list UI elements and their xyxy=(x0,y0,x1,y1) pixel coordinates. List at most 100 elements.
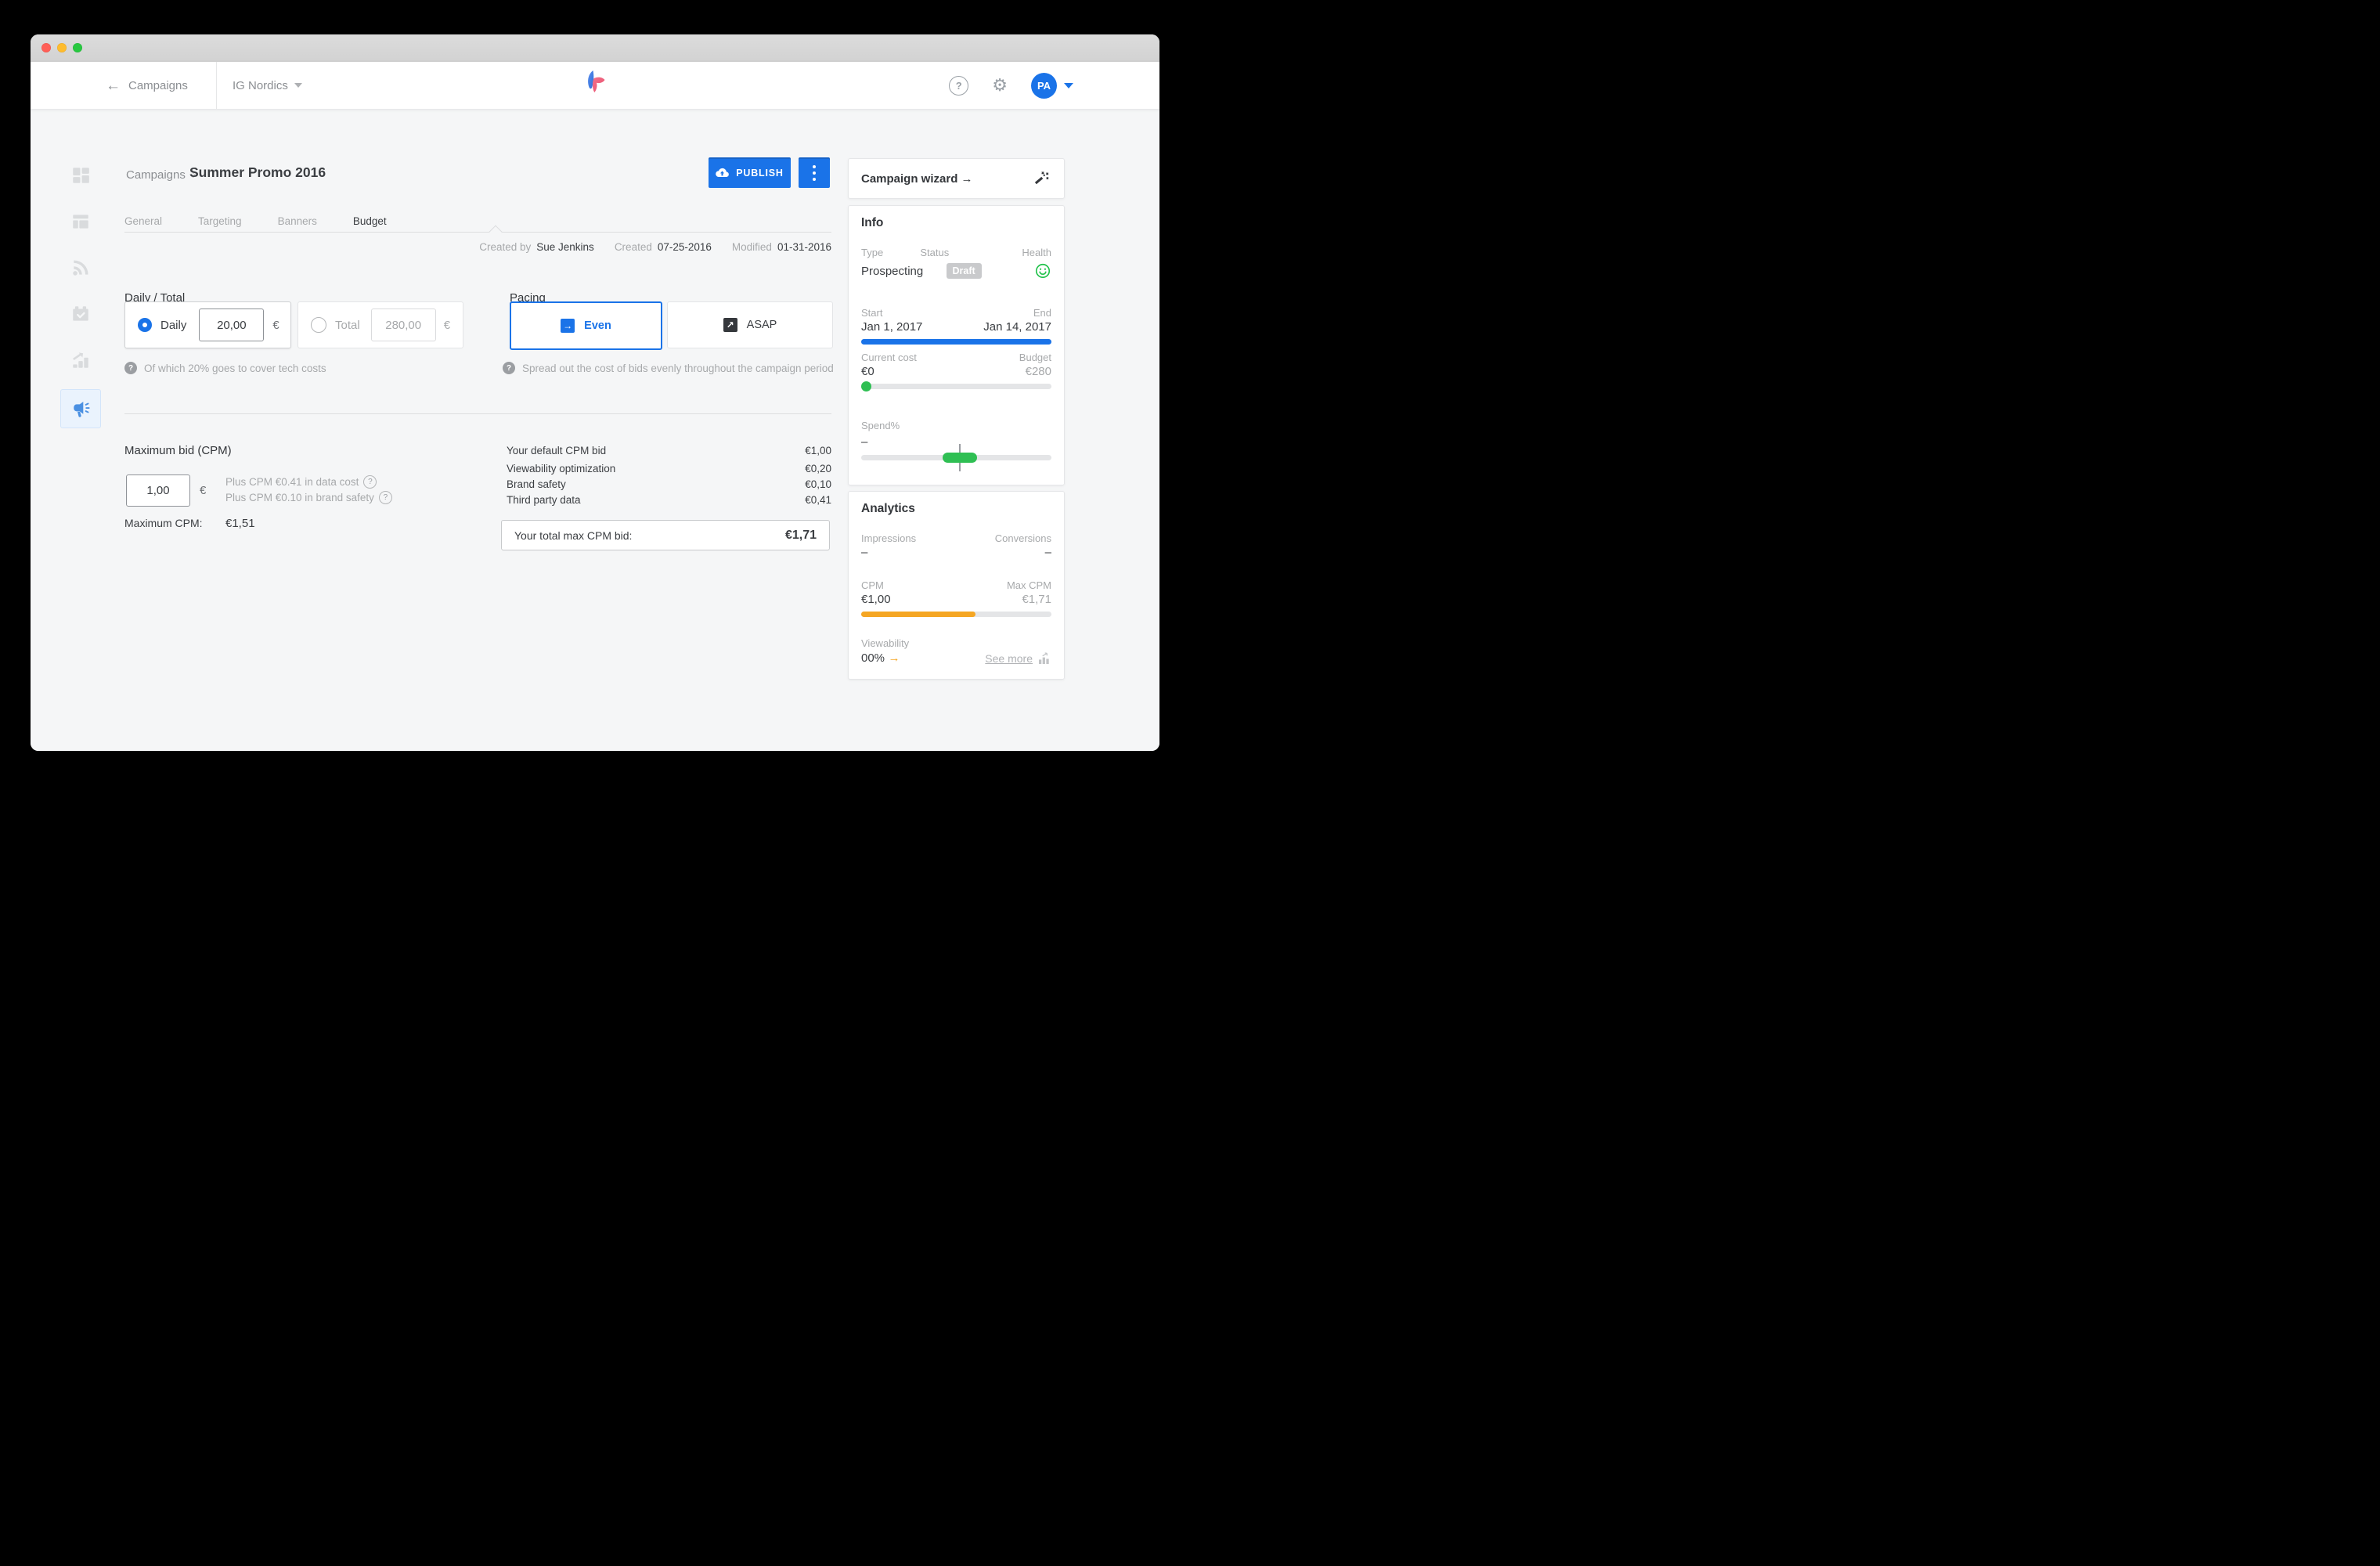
timeline-bar xyxy=(861,339,1051,345)
status-badge: Draft xyxy=(946,263,982,279)
campaign-meta: Created by Sue Jenkins Created 07-25-2016 … xyxy=(479,241,831,253)
maximum-cpm-row: Maximum CPM: €1,51 xyxy=(124,517,255,530)
tab-divider xyxy=(124,225,831,239)
spend-slider-handle[interactable] xyxy=(943,453,978,463)
sidebar-item-campaigns[interactable] xyxy=(60,389,101,428)
end-date: Jan 14, 2017 xyxy=(983,320,1051,334)
tab-general[interactable]: General xyxy=(124,215,163,227)
tab-targeting[interactable]: Targeting xyxy=(198,215,242,227)
max-bid-input[interactable]: 1,00 xyxy=(126,474,190,507)
pacing-asap-button[interactable]: ↗ ASAP xyxy=(667,301,833,348)
row-value: €0,41 xyxy=(805,494,831,506)
tab-bar: General Targeting Banners Budget xyxy=(124,215,387,227)
sidebar-item-feed[interactable] xyxy=(70,258,91,278)
see-more-link[interactable]: See more xyxy=(985,652,1051,665)
total-budget-option[interactable]: Total 280,00 € xyxy=(298,301,463,348)
arrow-up-right-icon: ↗ xyxy=(723,318,737,332)
viewability-label: Viewability xyxy=(861,637,910,649)
page-title: Summer Promo 2016 xyxy=(189,164,326,180)
sidebar-item-planner[interactable] xyxy=(70,304,91,324)
impressions-label: Impressions xyxy=(861,532,917,544)
daily-budget-option[interactable]: Daily 20,00 € xyxy=(124,301,291,348)
cpm-value: €1,00 xyxy=(861,593,891,606)
campaign-wizard-button[interactable]: Campaign wizard → xyxy=(848,158,1065,199)
currency-symbol: € xyxy=(200,484,207,497)
end-label: End xyxy=(1033,307,1051,319)
total-amount-input[interactable]: 280,00 xyxy=(370,309,436,341)
kebab-icon xyxy=(813,164,816,168)
total-label: Total xyxy=(335,318,360,332)
bid-summary-row: Viewability optimization €0,20 xyxy=(507,463,831,474)
max-cpm-label: Max CPM xyxy=(1006,579,1051,591)
back-arrow-icon: ← xyxy=(106,77,121,94)
radio-selected-icon[interactable] xyxy=(138,318,152,332)
sidebar-item-dashboard[interactable] xyxy=(70,165,91,186)
minimize-window-button[interactable] xyxy=(57,43,67,52)
modified-date: 01-31-2016 xyxy=(777,241,831,253)
daily-amount-input[interactable]: 20,00 xyxy=(199,309,265,341)
trend-arrow-icon: → xyxy=(888,651,900,665)
close-window-button[interactable] xyxy=(41,43,51,52)
breadcrumb[interactable]: Campaigns › xyxy=(126,167,197,182)
cloud-upload-icon xyxy=(716,168,730,178)
sidebar-item-layouts[interactable] xyxy=(70,211,91,232)
pacing-even-button[interactable]: → Even xyxy=(510,301,662,350)
chart-icon xyxy=(1038,652,1049,665)
tab-banners[interactable]: Banners xyxy=(277,215,317,227)
nav-divider xyxy=(216,62,217,109)
question-icon[interactable]: ? xyxy=(363,475,377,489)
type-label: Type xyxy=(861,247,884,258)
budget-value: €280 xyxy=(1025,365,1051,378)
arrow-right-icon: → xyxy=(561,319,575,333)
row-value: €0,10 xyxy=(805,478,831,490)
health-label: Health xyxy=(1022,247,1051,258)
max-bid-heading: Maximum bid (CPM) xyxy=(124,444,232,457)
analytics-heading: Analytics xyxy=(861,502,915,515)
bid-summary-row: Third party data €0,41 xyxy=(507,494,831,506)
spend-slider-track[interactable] xyxy=(861,444,1051,471)
budget-label: Budget xyxy=(1019,352,1051,363)
section-divider xyxy=(124,413,831,414)
avatar[interactable]: PA xyxy=(1031,72,1057,99)
more-actions-button[interactable] xyxy=(799,157,830,188)
brand-safety-note: Plus CPM €0.10 in brand safety ? xyxy=(225,491,392,504)
info-heading: Info xyxy=(861,216,884,229)
analytics-card: Analytics Impressions Conversions – – CP… xyxy=(848,491,1065,680)
total-max-cpm-box: Your total max CPM bid: €1,71 xyxy=(501,520,830,550)
help-icon[interactable]: ? xyxy=(949,75,969,96)
publish-button[interactable]: PUBLISH xyxy=(709,157,791,188)
type-value: Prospecting xyxy=(861,264,924,278)
question-icon[interactable]: ? xyxy=(503,362,515,374)
question-icon[interactable]: ? xyxy=(378,491,392,504)
zoom-window-button[interactable] xyxy=(73,43,82,52)
radio-unselected-icon[interactable] xyxy=(311,317,326,333)
data-cost-note: Plus CPM €0.41 in data cost ? xyxy=(225,475,377,489)
health-smiley-icon xyxy=(1035,263,1051,279)
impressions-value: – xyxy=(861,546,868,559)
spend-label: Spend% xyxy=(861,420,900,431)
conversions-label: Conversions xyxy=(994,532,1051,544)
sidebar-item-reports[interactable] xyxy=(70,350,91,370)
tab-budget[interactable]: Budget xyxy=(352,215,387,227)
daily-label: Daily xyxy=(160,318,187,332)
total-max-cpm-value: €1,71 xyxy=(784,528,817,542)
info-card: Info Type Status Health Prospecting Draf… xyxy=(848,205,1065,485)
cpm-bar xyxy=(861,612,1051,617)
currency-symbol: € xyxy=(272,318,279,332)
chevron-down-icon xyxy=(1064,82,1073,88)
brand-logo-icon[interactable] xyxy=(579,67,611,103)
max-cpm-value: €1,71 xyxy=(1022,593,1051,606)
active-tab-notch xyxy=(489,225,503,239)
chevron-down-icon xyxy=(294,83,302,88)
bid-summary-row: Your default CPM bid €1,00 xyxy=(507,445,831,456)
user-menu[interactable]: PA xyxy=(1031,72,1073,99)
workspace-selector[interactable]: IG Nordics xyxy=(233,62,302,109)
created-by-value: Sue Jenkins xyxy=(536,241,594,253)
cost-progress-bar xyxy=(861,381,1051,392)
start-label: Start xyxy=(861,307,883,319)
question-icon[interactable]: ? xyxy=(124,362,137,374)
current-cost-label: Current cost xyxy=(861,352,917,363)
gear-icon[interactable]: ⚙ xyxy=(992,75,1008,95)
row-value: €0,20 xyxy=(805,463,831,474)
back-to-campaigns-link[interactable]: ← Campaigns xyxy=(106,62,188,109)
